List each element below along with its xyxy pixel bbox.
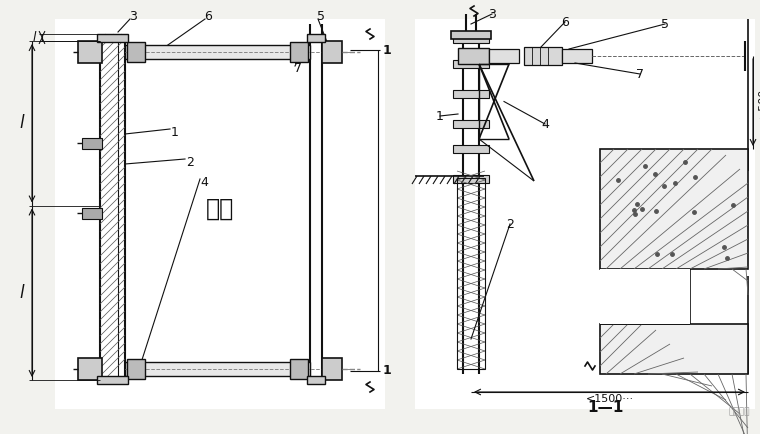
Bar [97, 34, 128, 42]
Bar [127, 42, 145, 62]
Bar [451, 31, 491, 39]
Bar [600, 149, 748, 269]
Text: <1500···: <1500··· [585, 394, 634, 404]
Text: 1: 1 [436, 109, 444, 122]
Bar [453, 90, 489, 98]
Bar [600, 269, 690, 324]
Bar [78, 358, 102, 380]
Text: 3: 3 [488, 7, 496, 20]
Bar [307, 34, 325, 42]
Bar [322, 41, 342, 63]
Bar [453, 120, 489, 128]
Bar [453, 175, 489, 183]
Text: 7: 7 [294, 62, 302, 76]
Bar [322, 358, 342, 380]
Text: l: l [32, 31, 36, 44]
Text: 结构: 结构 [206, 197, 234, 221]
Bar [78, 41, 102, 63]
Bar [524, 47, 562, 65]
Text: 2: 2 [186, 155, 194, 168]
Text: l: l [20, 284, 24, 302]
Bar [489, 49, 519, 63]
Bar [82, 138, 102, 149]
Text: 1: 1 [383, 365, 391, 378]
Bar [290, 359, 308, 379]
Text: 2: 2 [506, 217, 514, 230]
Text: 6: 6 [204, 10, 212, 23]
Bar [127, 359, 145, 379]
Text: 7: 7 [636, 68, 644, 80]
Text: 6: 6 [561, 16, 569, 29]
Bar [562, 49, 592, 63]
Text: 5: 5 [661, 17, 669, 30]
Bar [458, 48, 489, 64]
Text: 1—1: 1—1 [587, 401, 624, 415]
Bar [453, 35, 489, 43]
Bar [453, 60, 489, 68]
Bar [125, 362, 310, 376]
Text: l: l [20, 114, 24, 132]
Bar [290, 42, 308, 62]
Text: 4: 4 [200, 175, 208, 188]
Bar [415, 19, 755, 409]
Bar [307, 376, 325, 384]
Bar [457, 178, 485, 369]
Text: 5: 5 [317, 10, 325, 23]
Bar [55, 19, 385, 409]
Bar [600, 324, 748, 374]
Text: 1: 1 [383, 43, 391, 56]
Bar [125, 45, 310, 59]
Text: >500: >500 [758, 87, 760, 118]
Bar [82, 208, 102, 219]
Bar [453, 145, 489, 153]
Bar [97, 376, 128, 384]
Text: 4: 4 [541, 118, 549, 131]
Text: 豆丁施工: 豆丁施工 [729, 407, 750, 416]
Text: 3: 3 [129, 10, 137, 23]
Text: 1: 1 [171, 125, 179, 138]
